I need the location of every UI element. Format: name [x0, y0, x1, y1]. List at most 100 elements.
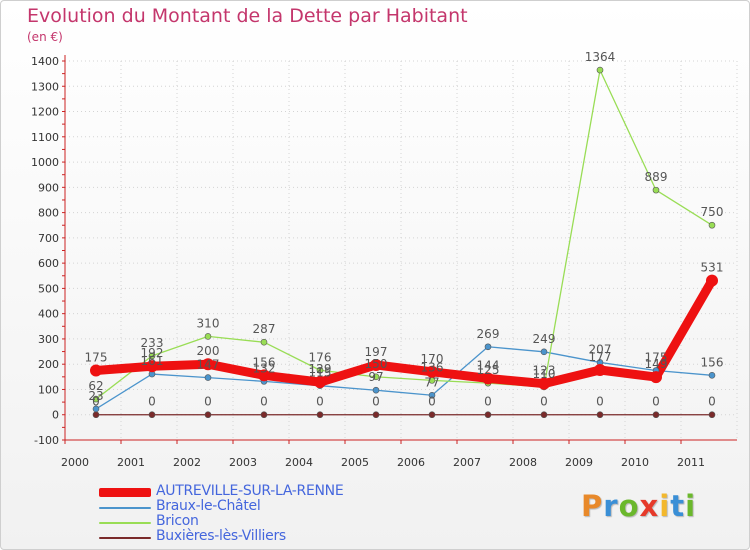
data-label: 62 — [88, 379, 103, 393]
data-point — [482, 372, 494, 385]
data-point — [652, 411, 660, 419]
data-label: 132 — [253, 361, 276, 375]
y-tick-label: 1200 — [31, 106, 59, 119]
data-point — [708, 411, 716, 419]
data-label: 233 — [141, 336, 164, 350]
data-label: 889 — [645, 170, 668, 184]
data-point — [316, 366, 324, 374]
data-label: 207 — [589, 342, 612, 356]
data-point — [428, 411, 436, 419]
legend-swatch — [99, 507, 151, 509]
data-point — [92, 411, 100, 419]
data-point — [258, 369, 270, 382]
data-label: 0 — [708, 395, 716, 409]
data-label: 750 — [701, 205, 724, 219]
data-point — [370, 358, 382, 371]
x-tick-label: 2009 — [565, 456, 593, 469]
data-point — [596, 66, 604, 74]
data-point — [540, 411, 548, 419]
data-point — [540, 348, 548, 356]
proxiti-logo: Proxiti — [581, 489, 697, 523]
x-tick-label: 2001 — [117, 456, 145, 469]
data-point — [372, 386, 380, 394]
x-tick-label: 2002 — [173, 456, 201, 469]
y-tick-label: 700 — [38, 232, 59, 245]
x-tick-label: 2004 — [285, 456, 313, 469]
data-point — [594, 364, 606, 377]
data-point — [148, 352, 156, 360]
data-label: 23 — [88, 389, 103, 403]
data-label: 110 — [533, 367, 556, 381]
data-label: 0 — [652, 395, 660, 409]
x-tick-label: 2000 — [61, 456, 89, 469]
data-label: 0 — [372, 395, 380, 409]
data-label: 0 — [260, 395, 268, 409]
data-point — [596, 411, 604, 419]
data-point — [92, 395, 100, 403]
data-point — [204, 411, 212, 419]
data-point — [90, 364, 102, 377]
x-tick-label: 2005 — [341, 456, 369, 469]
x-tick-label: 2006 — [397, 456, 425, 469]
data-point — [428, 391, 436, 399]
data-label: 115 — [309, 366, 332, 380]
y-tick-label: 1000 — [31, 156, 59, 169]
data-point — [148, 411, 156, 419]
data-label: 269 — [477, 327, 500, 341]
chart-title: Evolution du Montant de la Dette par Hab… — [27, 5, 468, 27]
legend-label: Bricon — [156, 513, 199, 529]
data-label: 123 — [533, 364, 556, 378]
data-point — [204, 374, 212, 381]
data-label: 0 — [540, 395, 548, 409]
data-label: 310 — [197, 316, 220, 330]
data-label: 287 — [253, 322, 276, 336]
y-tick-label: 1300 — [31, 80, 59, 93]
data-label: 249 — [533, 332, 556, 346]
data-label: 0 — [92, 395, 100, 409]
x-tick-label: 2007 — [453, 456, 481, 469]
data-label: 147 — [197, 358, 220, 372]
y-tick-label: 0 — [52, 409, 59, 422]
data-label: 176 — [309, 350, 332, 364]
unit-label: (en €) — [27, 30, 63, 44]
data-point — [260, 338, 268, 346]
legend-swatch — [99, 537, 151, 539]
data-label: 136 — [421, 360, 444, 374]
data-label: 0 — [316, 395, 324, 409]
x-tick-label: 2003 — [229, 456, 257, 469]
data-point — [92, 405, 100, 413]
data-point — [708, 372, 716, 379]
data-point — [146, 360, 158, 373]
y-tick-label: 300 — [38, 333, 59, 346]
data-point — [204, 333, 212, 340]
x-tick-label: 2010 — [621, 456, 649, 469]
series-line — [91, 276, 717, 389]
legend-label: Braux-le-Châtel — [156, 498, 261, 514]
data-label: 531 — [701, 261, 724, 275]
data-label: 161 — [141, 354, 164, 368]
data-label: 125 — [477, 363, 500, 377]
data-label: 0 — [596, 395, 604, 409]
data-label: 175 — [645, 351, 668, 365]
data-label: 156 — [701, 355, 724, 369]
data-point — [372, 411, 380, 419]
data-label: 177 — [589, 350, 612, 364]
data-point — [202, 358, 214, 371]
data-point — [372, 373, 380, 381]
legend-swatch — [99, 522, 151, 524]
y-tick-label: 200 — [38, 358, 59, 371]
y-tick-label: -100 — [34, 434, 59, 447]
series-line — [95, 346, 713, 410]
data-label: 170 — [421, 352, 444, 366]
y-tick-label: 600 — [38, 257, 59, 270]
data-label: 175 — [85, 351, 108, 365]
data-label: 156 — [253, 355, 276, 369]
y-tick-label: 500 — [38, 282, 59, 295]
data-label: 0 — [484, 395, 492, 409]
y-tick-label: 400 — [38, 308, 59, 321]
x-tick-label: 2011 — [677, 456, 705, 469]
data-label: 1364 — [585, 50, 616, 64]
data-label: 150 — [365, 357, 388, 371]
y-tick-label: 900 — [38, 181, 59, 194]
